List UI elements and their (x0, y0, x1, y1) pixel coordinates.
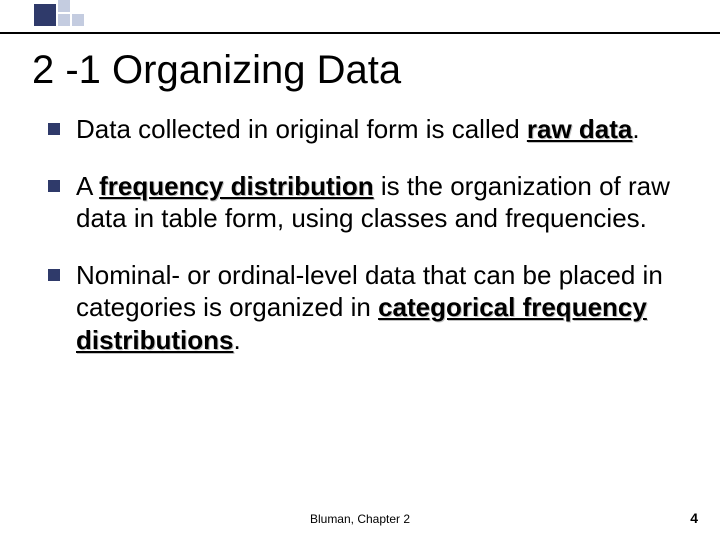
text-run: . (233, 325, 240, 355)
bullet-text: Nominal- or ordinal-level data that can … (76, 259, 680, 357)
text-run: Data collected in original form is calle… (76, 114, 527, 144)
bullet-text: A frequency distribution is the organiza… (76, 170, 680, 235)
header-decor-box (72, 14, 84, 26)
bullet-square-icon (48, 269, 60, 281)
header-decor-box (34, 4, 56, 26)
header-decor-box (58, 14, 70, 26)
bullet-item: A frequency distribution is the organiza… (48, 170, 680, 235)
bullet-text: Data collected in original form is calle… (76, 113, 640, 146)
footer-page-number: 4 (690, 510, 698, 526)
text-run: A (76, 171, 99, 201)
bullet-square-icon (48, 123, 60, 135)
bullet-item: Data collected in original form is calle… (48, 113, 680, 146)
key-term: frequency distribution (99, 171, 373, 201)
text-run: . (632, 114, 639, 144)
header-decor-box (58, 0, 70, 12)
key-term: raw data (527, 114, 633, 144)
bullet-item: Nominal- or ordinal-level data that can … (48, 259, 680, 357)
bullet-square-icon (48, 180, 60, 192)
slide-title: 2 -1 Organizing Data (0, 34, 720, 93)
header-band (0, 0, 720, 34)
footer-citation: Bluman, Chapter 2 (0, 512, 720, 526)
slide-content: Data collected in original form is calle… (0, 93, 720, 356)
